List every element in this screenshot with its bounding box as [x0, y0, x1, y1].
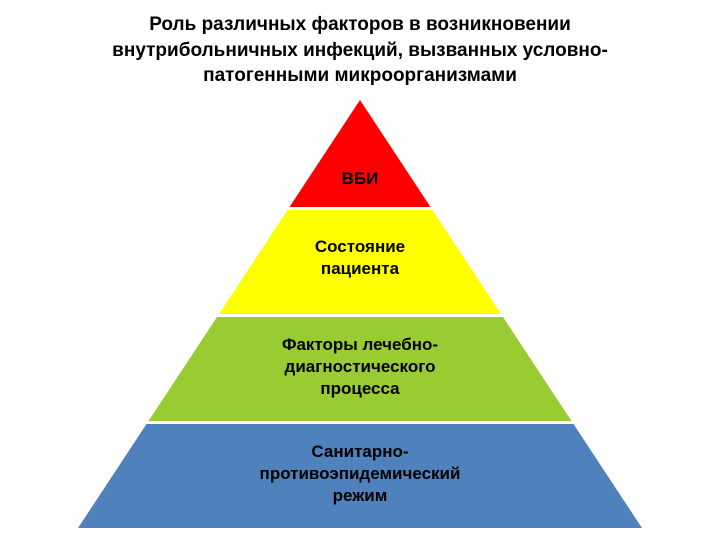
- page-title: Роль различных факторов в возникновении …: [0, 12, 720, 89]
- pyramid-level-0: [290, 100, 431, 207]
- pyramid-level-3: [78, 424, 642, 528]
- pyramid-svg: [78, 100, 642, 528]
- pyramid-level-2: [149, 317, 572, 421]
- pyramid-diagram: ВБИСостояние пациентаФакторы лечебно- ди…: [78, 100, 642, 528]
- pyramid-level-1: [219, 210, 501, 314]
